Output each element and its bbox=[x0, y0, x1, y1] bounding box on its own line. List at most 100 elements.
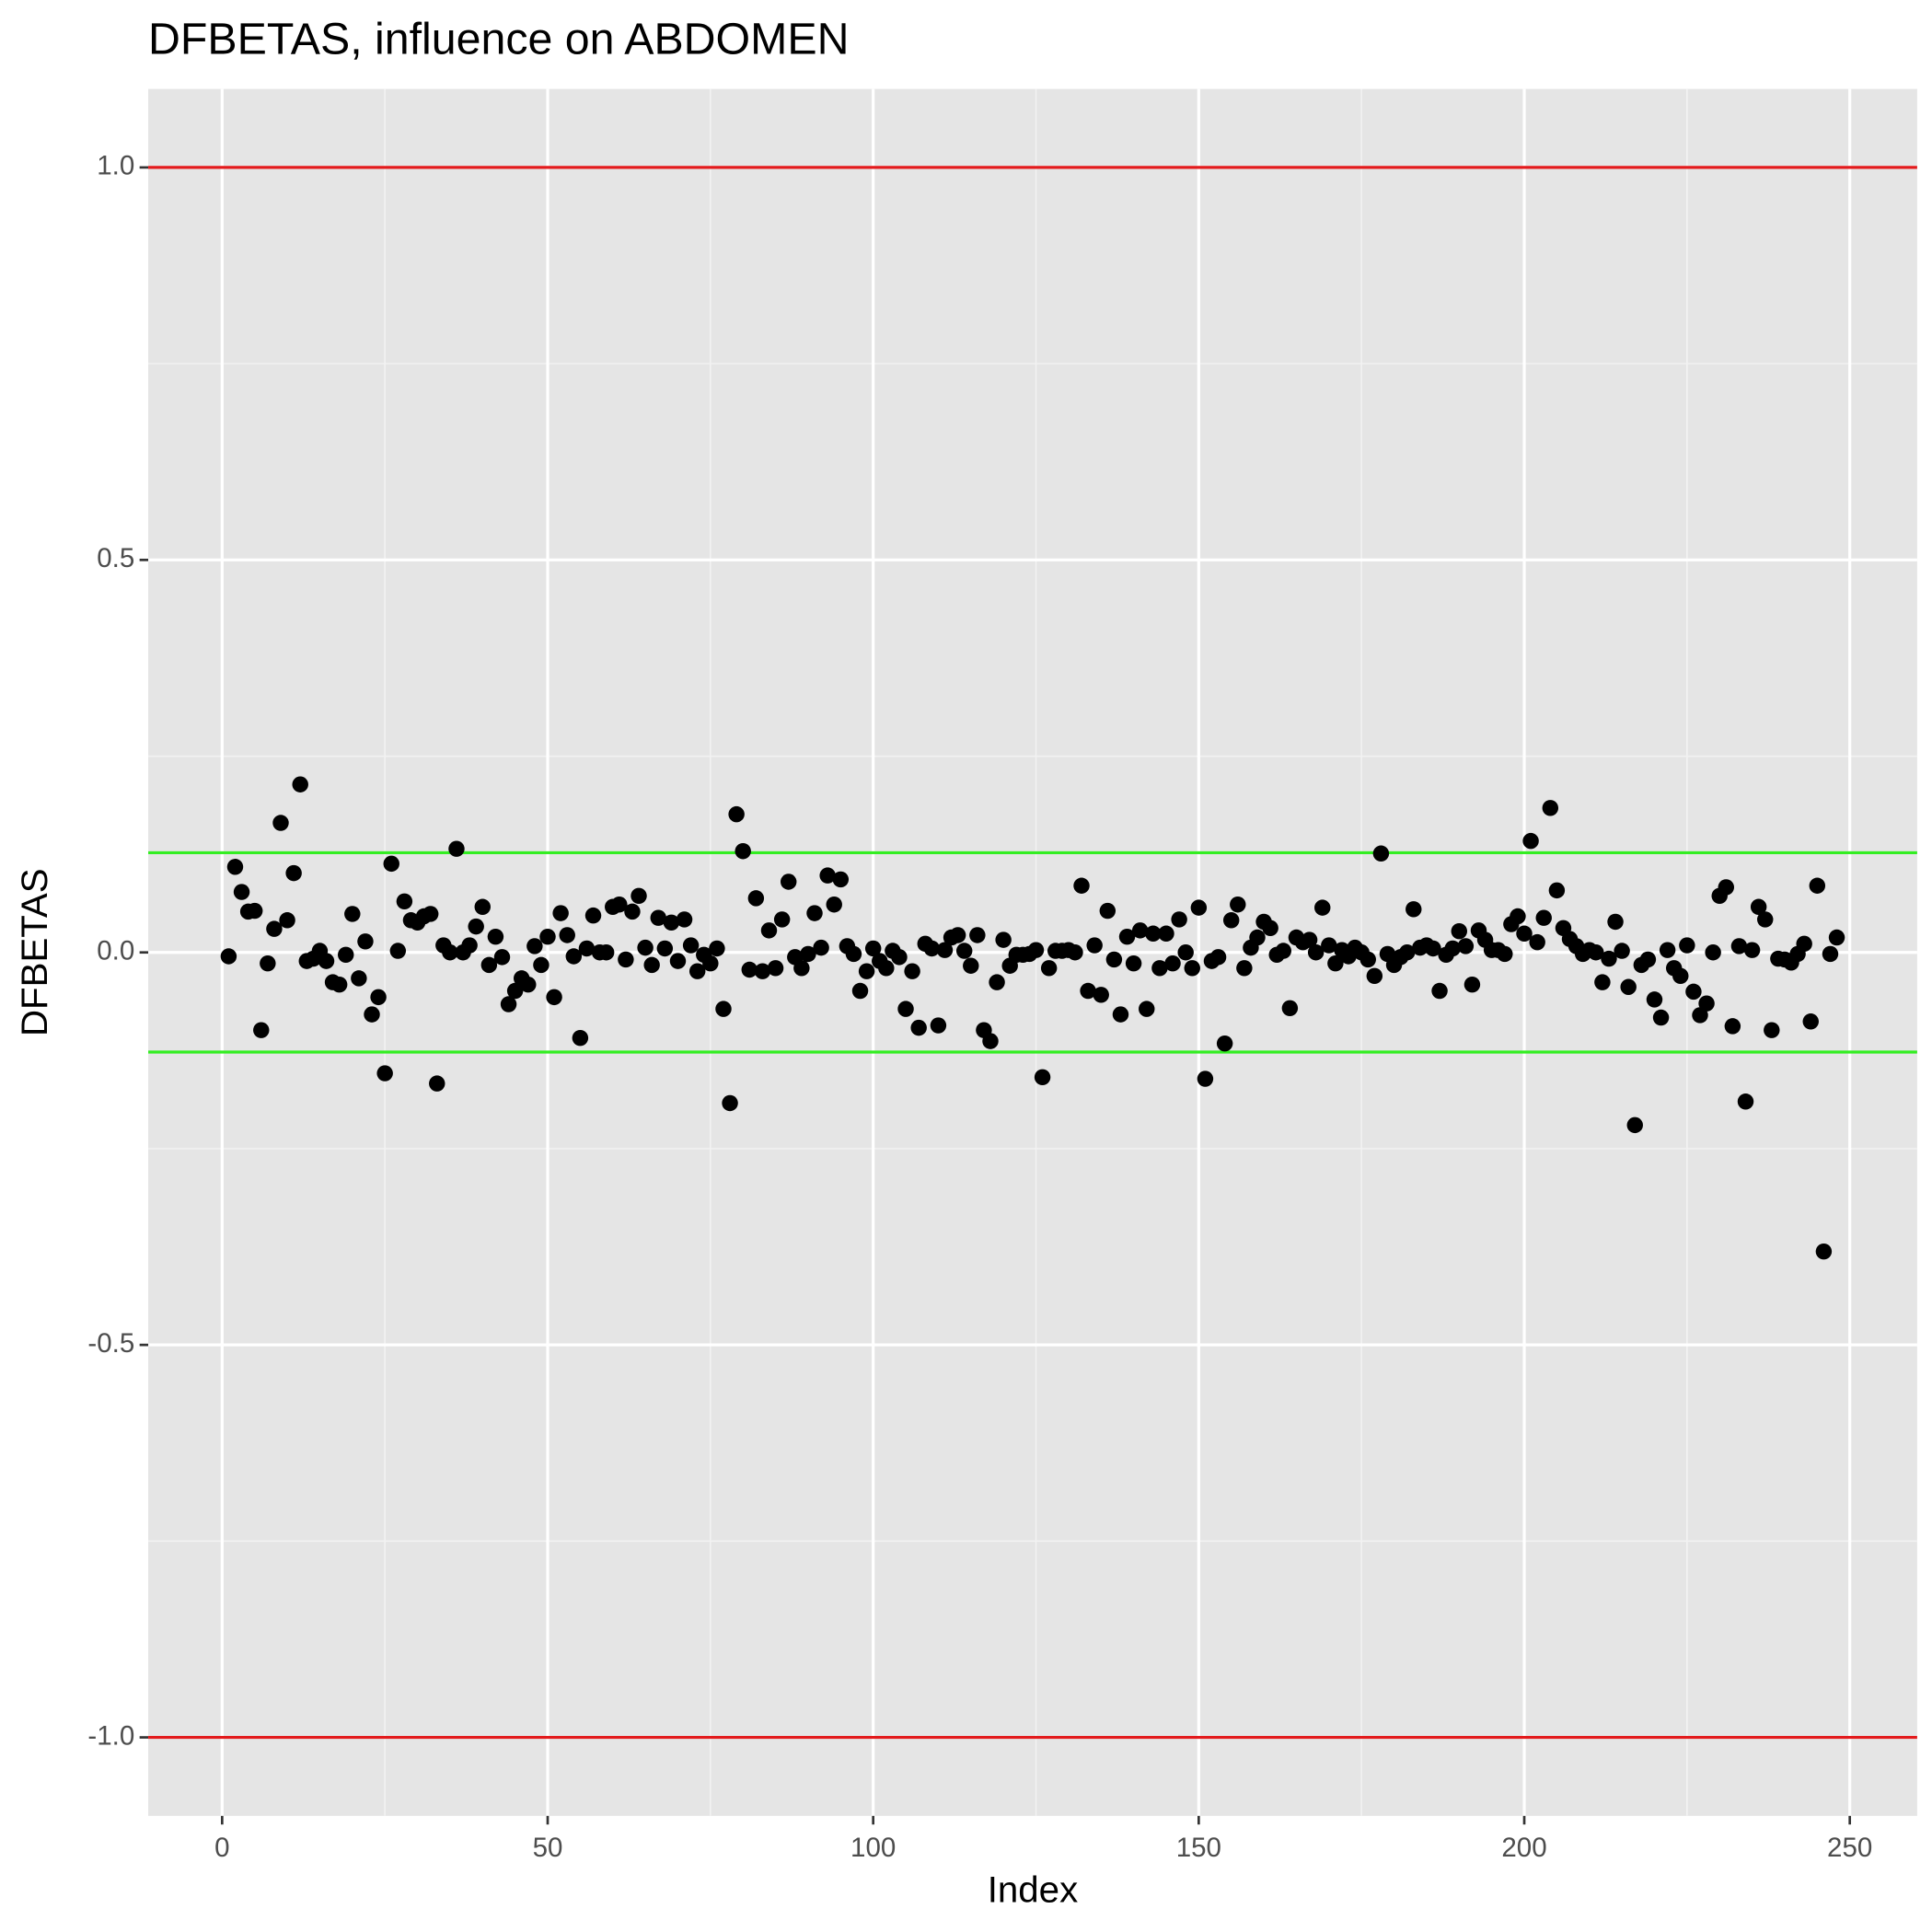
data-point bbox=[1724, 1018, 1741, 1035]
data-point bbox=[624, 903, 641, 920]
data-point bbox=[1034, 1069, 1051, 1086]
data-point bbox=[526, 938, 543, 954]
data-point bbox=[1281, 1000, 1299, 1017]
data-point bbox=[1796, 935, 1812, 953]
data-point bbox=[1652, 1009, 1670, 1026]
data-point bbox=[1646, 991, 1663, 1008]
data-point bbox=[578, 940, 596, 957]
data-point bbox=[1164, 954, 1181, 972]
data-point bbox=[969, 927, 986, 943]
data-point bbox=[429, 1075, 445, 1092]
data-point bbox=[226, 859, 244, 875]
data-point bbox=[1809, 877, 1826, 894]
data-point bbox=[1692, 1007, 1708, 1024]
x-tick-label: 50 bbox=[533, 1833, 563, 1863]
data-point bbox=[1131, 922, 1149, 939]
data-point bbox=[760, 922, 778, 939]
data-point bbox=[1177, 944, 1194, 961]
data-point bbox=[272, 815, 289, 831]
data-point bbox=[318, 953, 335, 969]
data-point bbox=[506, 982, 524, 1000]
data-point bbox=[1067, 944, 1083, 961]
data-point bbox=[1548, 882, 1566, 899]
data-point bbox=[955, 943, 973, 959]
data-point bbox=[826, 896, 842, 913]
data-point bbox=[832, 871, 850, 888]
data-point bbox=[1542, 800, 1559, 816]
data-point bbox=[330, 976, 348, 993]
data-point bbox=[233, 884, 250, 900]
data-point bbox=[597, 944, 615, 961]
x-tick-label: 250 bbox=[1827, 1833, 1872, 1863]
data-point bbox=[1601, 950, 1617, 967]
data-point bbox=[1510, 908, 1526, 925]
data-point bbox=[1620, 978, 1637, 995]
data-point bbox=[376, 1065, 393, 1082]
data-point bbox=[220, 948, 237, 965]
data-point bbox=[487, 928, 504, 945]
data-point bbox=[1522, 832, 1539, 850]
data-point bbox=[1327, 954, 1344, 972]
data-point bbox=[656, 940, 674, 957]
data-point bbox=[1080, 982, 1096, 1000]
data-point bbox=[891, 949, 908, 966]
data-point bbox=[1750, 898, 1767, 915]
data-point bbox=[650, 909, 666, 926]
y-tick-label: 0.0 bbox=[97, 936, 134, 966]
data-point bbox=[1307, 944, 1325, 961]
data-point bbox=[709, 940, 725, 957]
x-tick-label: 150 bbox=[1176, 1833, 1221, 1863]
data-point bbox=[663, 914, 680, 931]
data-point bbox=[813, 939, 829, 956]
data-point bbox=[806, 905, 823, 921]
data-point bbox=[702, 954, 719, 972]
data-point bbox=[292, 776, 308, 792]
data-point bbox=[878, 960, 895, 977]
data-point bbox=[923, 940, 941, 957]
data-point bbox=[682, 937, 700, 954]
data-point bbox=[285, 864, 302, 882]
data-point bbox=[383, 855, 399, 873]
data-point bbox=[1372, 845, 1390, 862]
data-point bbox=[1171, 911, 1187, 928]
data-point bbox=[539, 928, 556, 945]
data-point bbox=[1314, 899, 1331, 916]
data-point bbox=[1086, 937, 1103, 954]
data-point bbox=[1249, 929, 1266, 946]
data-point bbox=[546, 989, 562, 1006]
data-point bbox=[637, 939, 654, 956]
data-point bbox=[1105, 951, 1123, 968]
data-point bbox=[279, 912, 295, 929]
data-point bbox=[715, 1001, 732, 1017]
data-point bbox=[1216, 1035, 1233, 1052]
data-point bbox=[767, 960, 784, 977]
data-point bbox=[1222, 912, 1240, 929]
y-tick-label: 0.5 bbox=[97, 543, 134, 573]
data-point bbox=[1301, 931, 1318, 948]
data-point bbox=[1275, 943, 1292, 959]
data-point bbox=[1230, 896, 1246, 913]
data-point bbox=[338, 946, 354, 964]
data-point bbox=[1497, 945, 1513, 963]
data-point bbox=[422, 906, 439, 922]
data-point bbox=[1757, 911, 1774, 928]
data-point bbox=[1125, 954, 1142, 972]
data-point bbox=[1040, 960, 1058, 977]
data-point bbox=[735, 842, 751, 860]
data-point bbox=[584, 907, 602, 924]
data-point bbox=[897, 1001, 914, 1017]
data-point bbox=[800, 945, 816, 963]
data-point bbox=[754, 963, 771, 979]
data-point bbox=[1730, 938, 1748, 954]
data-point bbox=[851, 982, 869, 1000]
data-point bbox=[963, 957, 979, 974]
data-point bbox=[1588, 944, 1604, 961]
data-point bbox=[1529, 933, 1545, 951]
x-tick-label: 200 bbox=[1501, 1833, 1546, 1863]
x-axis-title: Index bbox=[988, 1869, 1078, 1911]
data-point bbox=[676, 911, 693, 928]
data-point bbox=[1118, 928, 1136, 945]
data-point bbox=[1158, 925, 1174, 942]
data-point bbox=[1457, 938, 1475, 954]
